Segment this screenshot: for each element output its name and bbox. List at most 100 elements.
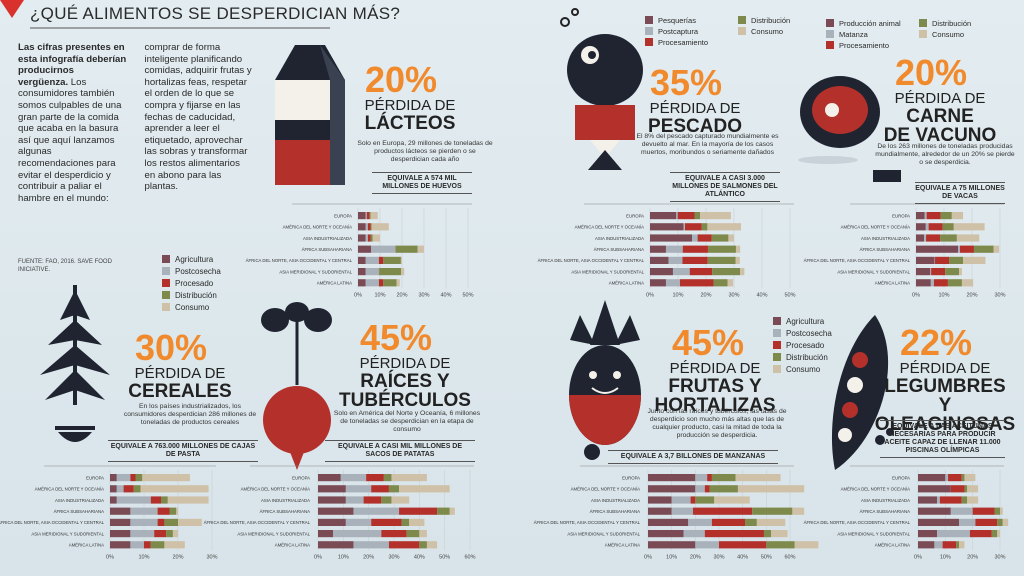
bar-segment [973,245,994,253]
bar-segment [1000,507,1003,515]
region-label: ASIA INDUSTRIALIZADA [261,498,310,503]
bar-segment [318,518,346,526]
bar-segment [916,212,925,220]
legend-label: Distribución [932,19,972,28]
bar-segment [365,279,379,287]
bar-segment [930,279,934,287]
bar-segment [379,268,402,276]
x-tick-label: 30% [994,292,1005,298]
legend-swatch [919,19,927,27]
legend-item: Distribución [738,15,825,26]
legend-item: Procesamiento [645,37,732,48]
bar-segment [142,474,190,482]
region-label: AMÉRICA DEL NORTE Y OCEANÍA [571,487,640,492]
bar-segment [994,507,1000,515]
bar-segment [353,507,400,515]
bar-segment [933,279,948,287]
heading: PÉRDIDA DE FRUTAS Y HORTALIZAS [645,361,785,416]
x-tick-label: 30% [388,554,399,560]
legend-item: Distribución [162,290,252,302]
bar-segment [711,234,729,242]
bar-segment [417,245,424,253]
legend-swatch [826,19,834,27]
x-tick-label: 20% [700,292,711,298]
x-tick-label: 20% [966,292,977,298]
bar-segment [959,518,976,526]
region-label: ASIA INDUSTRIALIZADA [591,498,640,503]
x-tick-label: 0% [914,554,922,560]
bar-segment [144,541,151,549]
heading: PÉRDIDA DE CEREALES [115,366,245,402]
bar-segment [961,474,965,482]
bar-segment [672,268,690,276]
bar-segment [110,474,117,482]
region-label: AMÉRICA DEL NORTE Y OCEANÍA [841,225,910,230]
bar-segment [648,474,696,482]
heading-line: Y OLEAGINOSAS [874,395,1016,435]
bar-segment [358,212,366,220]
x-tick-label: 20% [967,554,978,560]
x-tick-label: 40% [737,554,748,560]
x-tick-label: 20% [396,292,407,298]
bar-segment [409,518,425,526]
bar-segment [419,530,427,538]
bar-segment [701,223,708,231]
bar-segment [939,496,962,504]
legend-swatch [773,341,781,349]
bar-segment [358,223,366,231]
equivalence: EQUIVALE A CASI 3.000 MILLONES DE SALMON… [670,172,780,202]
bar-segment [648,518,689,526]
bar-segment [956,234,980,242]
bar-segment [953,223,985,231]
bar-segment [110,496,117,504]
bar-segment [683,223,685,231]
bar-segment [969,530,992,538]
bar-segment [401,268,405,276]
bar-segment [926,234,941,242]
bar-segment [948,474,962,482]
bar-segment [947,279,962,287]
bar-segment [959,268,962,276]
bar-segment [406,530,420,538]
legend-item: Producción animal [826,18,913,29]
bar-segment [140,485,209,493]
milk-icon [275,45,345,185]
legend-swatch [162,267,170,275]
bar-segment [719,541,767,549]
bar-segment [935,256,950,264]
bar-segment [942,223,954,231]
intro: Las cifras presentes en esta infografía … [18,42,253,204]
bar-segment [401,518,410,526]
equivalence: EQUIVALE A 574 MIL MILLONES DE HUEVOS [372,172,472,194]
x-tick-label: 30% [728,292,739,298]
x-tick-label: 0% [354,292,362,298]
bar-segment [991,530,998,538]
bar-segment [648,530,684,538]
heading: PÉRDIDA DE CARNE DE VACUNO [875,91,1005,146]
panel-text: Junto con las raíces y tubérculos, las t… [647,408,787,439]
bar-segment [166,530,173,538]
x-tick-label: 50% [761,554,772,560]
bar-segment [371,485,389,493]
heading-line: LÁCTEOS [364,113,456,134]
bar-segment [371,245,396,253]
legend-item: Procesado [162,278,252,290]
bar-segment [650,212,677,220]
bar-segment [740,268,745,276]
region-label: ÁFRICA DEL NORTE, ASIA OCCIDENTAL Y CENT… [204,520,311,525]
region-label: ASIA INDUSTRIALIZADA [303,236,352,241]
bar-segment [318,507,354,515]
source: FUENTE: FAO, 2016. SAVE FOOD INICIATIVE. [18,259,112,273]
x-tick-label: 60% [784,554,795,560]
bar-segment [766,541,795,549]
bar-segment [671,496,691,504]
legend-item: Consumo [773,364,863,376]
bar-segment [366,474,384,482]
bar-segment [110,518,131,526]
equivalence: EQUIVALE A CASI MIL MILLONES DE SACOS DE… [325,440,475,462]
bar-segment [756,518,786,526]
bar-segment [942,541,957,549]
legend-label: Consumo [751,27,784,36]
